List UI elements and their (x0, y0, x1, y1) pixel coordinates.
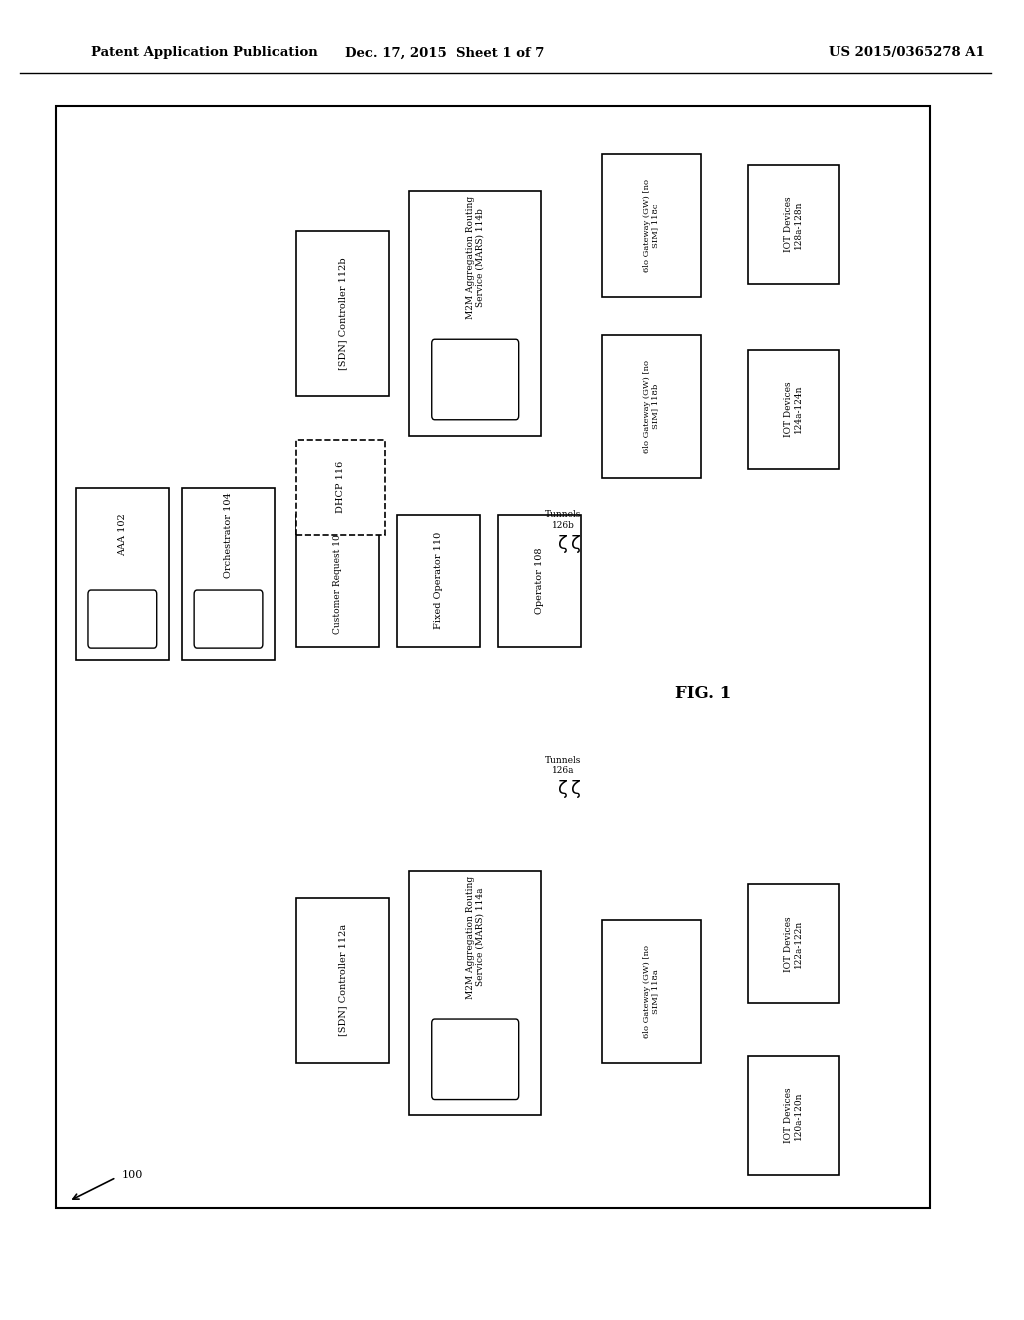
Text: Data store 134a: Data store 134a (471, 1028, 479, 1090)
Text: ζ: ζ (558, 780, 568, 799)
Text: Dec. 17, 2015  Sheet 1 of 7: Dec. 17, 2015 Sheet 1 of 7 (345, 46, 545, 59)
FancyBboxPatch shape (749, 165, 840, 284)
FancyBboxPatch shape (756, 359, 846, 478)
Text: Customer Request 106: Customer Request 106 (333, 528, 342, 634)
FancyBboxPatch shape (756, 894, 846, 1012)
Text: IOT Devices
124a-124n: IOT Devices 124a-124n (784, 381, 804, 437)
FancyBboxPatch shape (432, 1019, 519, 1100)
FancyBboxPatch shape (296, 898, 389, 1063)
Text: M2M Aggregation Routing
Service (MARS) 114a: M2M Aggregation Routing Service (MARS) 1… (466, 875, 485, 999)
FancyBboxPatch shape (397, 515, 480, 647)
FancyBboxPatch shape (749, 884, 840, 1003)
Text: ζ: ζ (571, 535, 582, 553)
FancyBboxPatch shape (749, 1056, 840, 1175)
FancyBboxPatch shape (88, 590, 157, 648)
Text: AAA 102: AAA 102 (118, 513, 127, 556)
Text: Orchestrator 104: Orchestrator 104 (224, 492, 233, 578)
FancyBboxPatch shape (756, 1065, 846, 1184)
FancyBboxPatch shape (602, 154, 700, 297)
Text: DHCP 116: DHCP 116 (336, 461, 345, 513)
Text: 6lo Gateway (GW) [no
SIM] 118a: 6lo Gateway (GW) [no SIM] 118a (642, 945, 659, 1038)
FancyBboxPatch shape (762, 368, 853, 487)
FancyBboxPatch shape (762, 1074, 853, 1193)
Text: Data store 132: Data store 132 (200, 615, 257, 623)
FancyBboxPatch shape (296, 231, 389, 396)
FancyBboxPatch shape (602, 920, 700, 1063)
Text: 100: 100 (121, 1170, 142, 1180)
Text: FIG. 1: FIG. 1 (675, 685, 731, 701)
FancyBboxPatch shape (756, 174, 846, 293)
Text: M2M Aggregation Routing
Service (MARS) 114b: M2M Aggregation Routing Service (MARS) 1… (466, 195, 485, 319)
Text: 6lo Gateway (GW) [no
SIM] 118c: 6lo Gateway (GW) [no SIM] 118c (642, 180, 659, 272)
Text: [SDN] Controller 112a: [SDN] Controller 112a (338, 924, 347, 1036)
FancyBboxPatch shape (410, 871, 541, 1115)
Text: US 2015/0365278 A1: US 2015/0365278 A1 (829, 46, 985, 59)
FancyBboxPatch shape (499, 515, 582, 647)
FancyBboxPatch shape (749, 350, 840, 469)
Text: Data store 130: Data store 130 (94, 615, 151, 623)
Text: Tunnels
126b: Tunnels 126b (545, 511, 582, 529)
FancyBboxPatch shape (296, 515, 379, 647)
FancyBboxPatch shape (762, 183, 853, 302)
Text: Tunnels
126a: Tunnels 126a (545, 756, 582, 775)
FancyBboxPatch shape (76, 488, 169, 660)
Text: IOT Devices
128a-128n: IOT Devices 128a-128n (784, 197, 804, 252)
FancyBboxPatch shape (55, 106, 930, 1208)
Text: IOT Devices
120a-120n: IOT Devices 120a-120n (784, 1088, 804, 1143)
Text: Operator 108: Operator 108 (536, 548, 545, 614)
FancyBboxPatch shape (432, 339, 519, 420)
FancyBboxPatch shape (602, 335, 700, 478)
Text: 6lo Gateway (GW) [no
SIM] 118b: 6lo Gateway (GW) [no SIM] 118b (642, 360, 659, 453)
FancyBboxPatch shape (762, 903, 853, 1022)
FancyBboxPatch shape (296, 440, 385, 535)
FancyBboxPatch shape (195, 590, 263, 648)
Text: Fixed Operator 110: Fixed Operator 110 (434, 532, 443, 630)
Text: [SDN] Controller 112b: [SDN] Controller 112b (338, 257, 347, 370)
Text: IOT Devices
122a-122n: IOT Devices 122a-122n (784, 916, 804, 972)
FancyBboxPatch shape (410, 191, 541, 436)
FancyBboxPatch shape (182, 488, 275, 660)
Text: ζ: ζ (571, 780, 582, 799)
Text: Patent Application Publication: Patent Application Publication (91, 46, 317, 59)
Text: ζ: ζ (558, 535, 568, 553)
Text: Data store 134b: Data store 134b (471, 348, 479, 411)
